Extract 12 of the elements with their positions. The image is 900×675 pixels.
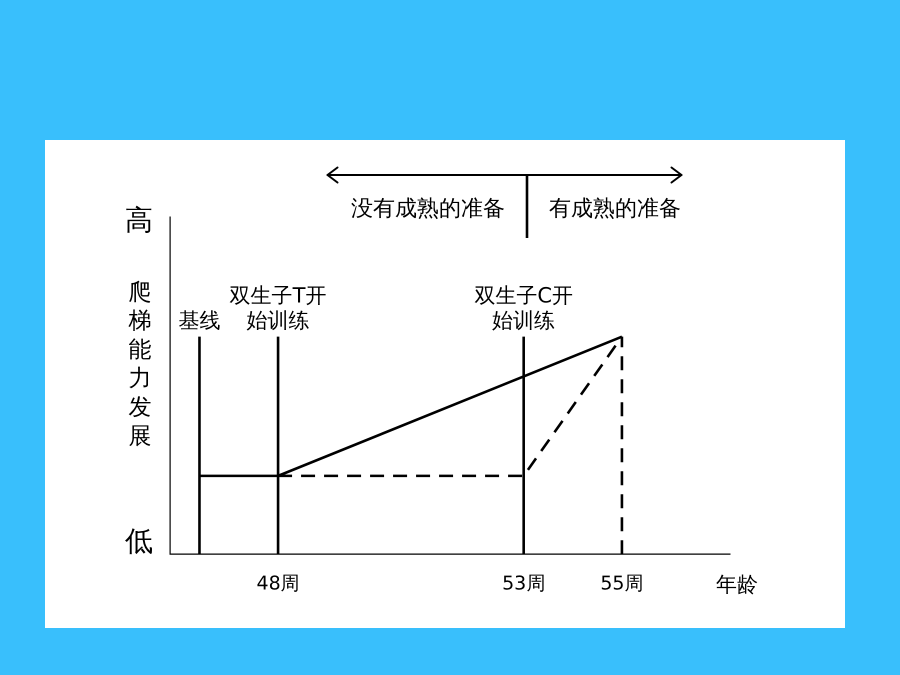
ref-line-label: 双生子T开始训练: [230, 284, 326, 333]
text: 没有成熟的准备: [351, 196, 505, 222]
text: 低: [125, 524, 153, 558]
x-tick-label: 48周: [256, 572, 300, 595]
text: 高: [125, 203, 153, 236]
ref-line-label: 基线: [178, 308, 220, 333]
y-axis-title: 爬梯能力发展: [128, 279, 152, 450]
x-axis-title: 年龄: [716, 572, 758, 597]
text: 有成熟的准备: [549, 196, 681, 222]
x-tick-label: 55周: [600, 572, 644, 595]
x-tick-label: 53周: [502, 572, 546, 595]
ref-line-label: 双生子C开始训练: [474, 284, 574, 333]
